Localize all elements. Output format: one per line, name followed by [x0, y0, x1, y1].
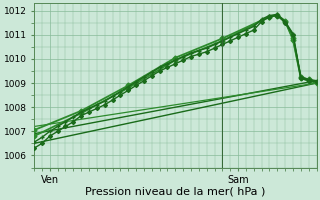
X-axis label: Pression niveau de la mer( hPa ): Pression niveau de la mer( hPa ) [85, 187, 266, 197]
